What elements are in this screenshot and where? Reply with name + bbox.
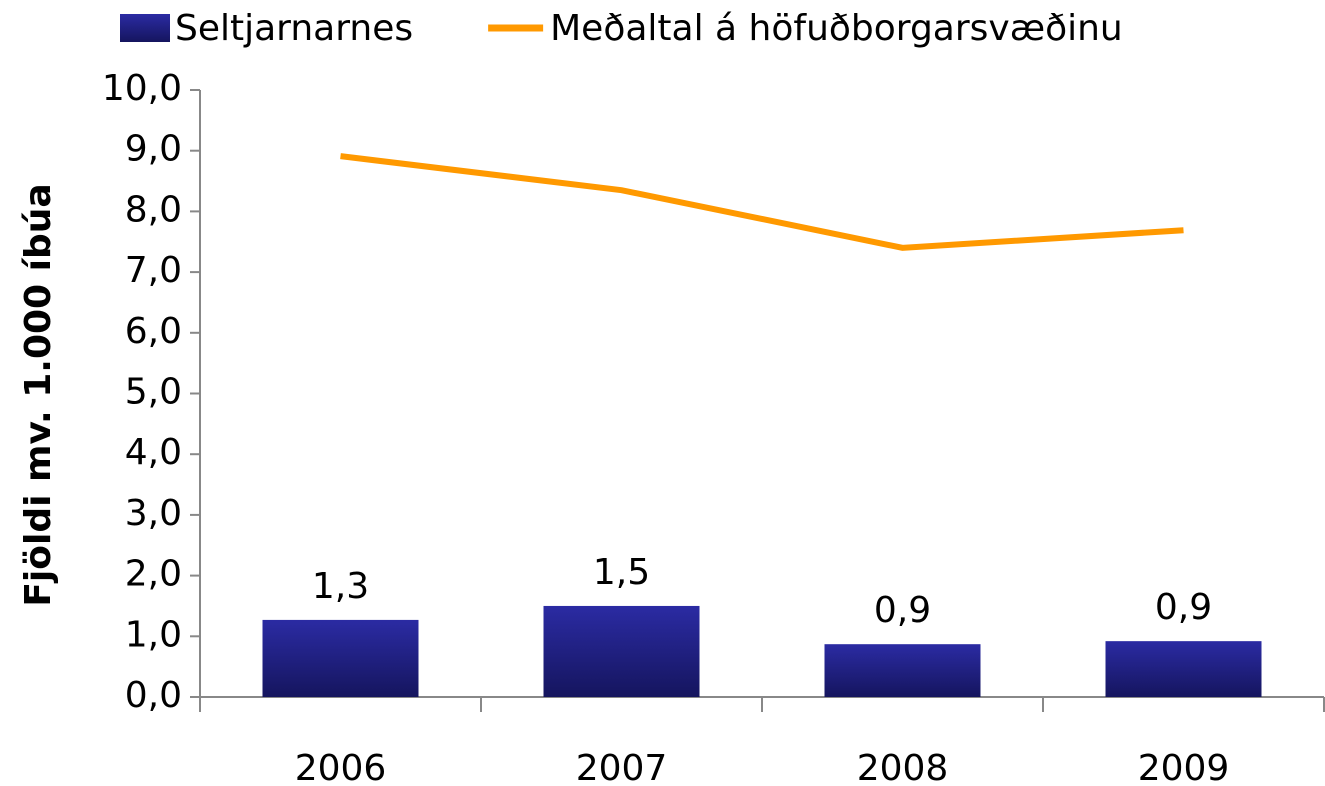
data-label: 0,9: [1155, 587, 1212, 628]
bar: [262, 619, 419, 697]
y-tick-label: 4,0: [125, 432, 182, 473]
x-tick-label: 2009: [1138, 748, 1230, 786]
data-label: 1,5: [593, 552, 650, 593]
y-tick-label: 9,0: [125, 129, 182, 170]
line: [340, 153, 1184, 251]
y-tick-label: 0,0: [125, 675, 182, 716]
bar: [1105, 641, 1262, 697]
legend-label: Seltjarnarnes: [175, 8, 413, 49]
legend-label: Meðaltal á höfuðborgarsvæðinu: [550, 8, 1123, 49]
x-tick-label: 2006: [295, 748, 387, 786]
y-tick-label: 1,0: [125, 614, 182, 655]
y-tick-label: 7,0: [125, 250, 182, 291]
bar: [824, 644, 981, 697]
y-tick-label: 2,0: [125, 554, 182, 595]
y-tick-label: 6,0: [125, 311, 182, 352]
y-tick-label: 5,0: [125, 372, 182, 413]
bar: [543, 605, 700, 697]
y-tick-label: 8,0: [125, 189, 182, 230]
data-label: 0,9: [874, 590, 931, 631]
x-tick-label: 2007: [576, 748, 668, 786]
x-tick-label: 2008: [857, 748, 949, 786]
data-label: 1,3: [312, 566, 369, 607]
y-tick-label: 10,0: [102, 68, 182, 109]
y-tick-label: 3,0: [125, 493, 182, 534]
legend-swatch: [120, 14, 170, 42]
y-axis-title: Fjöldi mv. 1.000 íbúa: [18, 183, 59, 606]
